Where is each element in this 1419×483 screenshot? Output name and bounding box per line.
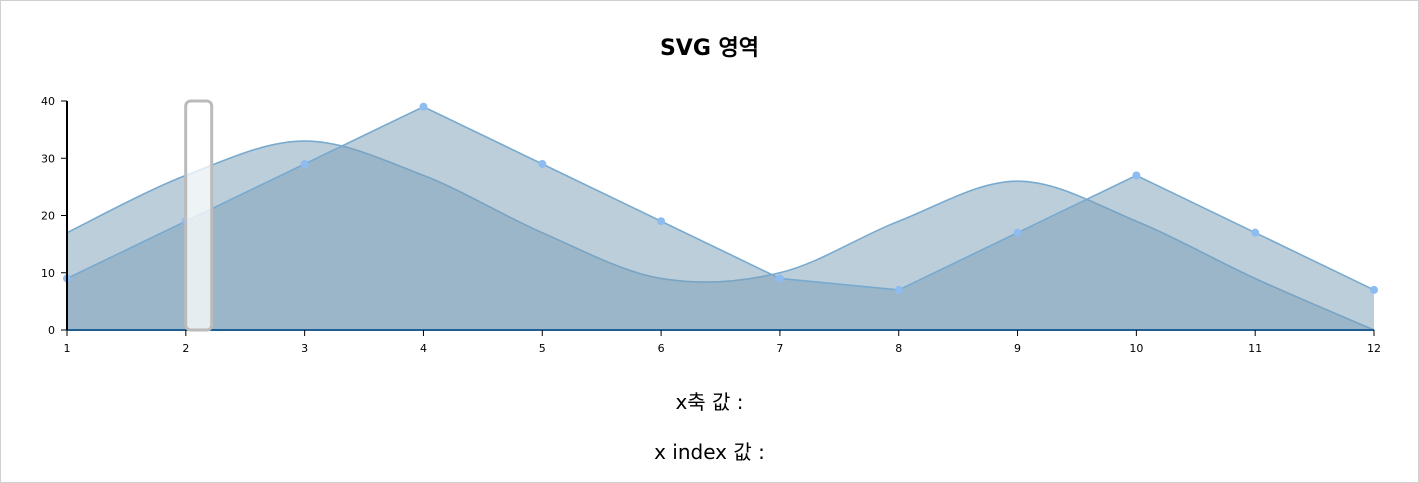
x-tick-label-12: 12 (1367, 342, 1381, 355)
x-tick-label-3: 3 (301, 342, 308, 355)
cursor-highlight[interactable] (184, 99, 214, 332)
x-tick-label-11: 11 (1248, 342, 1262, 355)
x-tick-label-9: 9 (1014, 342, 1021, 355)
chart-title: SVG 영역 (659, 36, 760, 61)
series-2-point-3[interactable] (300, 159, 309, 168)
series-2-point-9[interactable] (1013, 228, 1022, 237)
series-2-point-11[interactable] (1251, 228, 1260, 237)
y-tick-label-10: 10 (41, 267, 55, 280)
series-2-line (66, 105, 1375, 291)
x-tick-label-1: 1 (64, 342, 71, 355)
x-tick-label-10: 10 (1129, 342, 1143, 355)
area-layer (66, 105, 1375, 331)
series-2-point-7[interactable] (775, 274, 784, 283)
series-2-point-5[interactable] (538, 159, 547, 168)
x-value-readout: x축 값 : (675, 390, 744, 414)
y-tick-label-20: 20 (41, 210, 55, 223)
x-tick-label-6: 6 (658, 342, 665, 355)
series-2-point-8[interactable] (894, 285, 903, 294)
series-2-area (67, 106, 1374, 330)
x-tick-label-7: 7 (776, 342, 783, 355)
x-tick-label-5: 5 (539, 342, 546, 355)
x-tick-label-8: 8 (895, 342, 902, 355)
y-tick-label-0: 0 (48, 324, 55, 337)
series-2-point-10[interactable] (1132, 171, 1141, 180)
series-2-point-6[interactable] (657, 217, 666, 226)
y-tick-label-40: 40 (41, 95, 55, 108)
series-2-point-4[interactable] (419, 102, 428, 111)
y-tick-label-30: 30 (41, 152, 55, 165)
x-tick-label-4: 4 (420, 342, 427, 355)
series-2-point-12[interactable] (1370, 285, 1378, 294)
hover-cursor[interactable] (184, 99, 214, 332)
x-tick-label-2: 2 (182, 342, 189, 355)
x-index-readout: x index 값 : (654, 440, 765, 464)
